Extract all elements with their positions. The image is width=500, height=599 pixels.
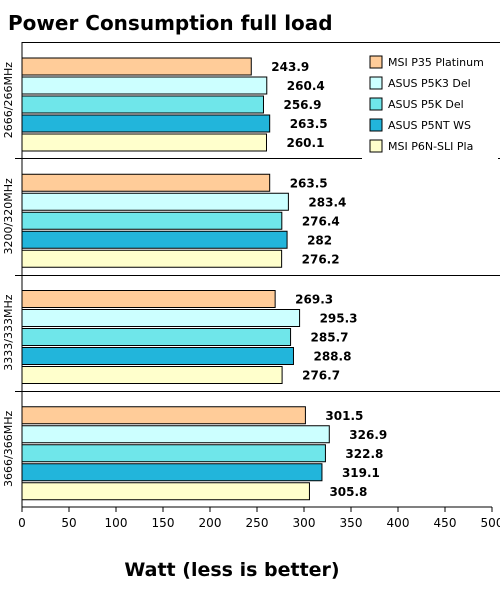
category-separators [15,42,500,392]
bar [21,95,264,114]
legend-swatch [369,55,383,69]
x-axis-label: Watt (less is better) [124,559,339,581]
bar [21,230,288,249]
x-tick-label: 50 [61,516,76,530]
legend-entry: ASUS P5K Del [388,98,464,111]
value-label: 322.8 [345,447,383,461]
legend-background [362,48,498,164]
legend-swatch [369,97,383,111]
legend-entry: MSI P35 Platinum [388,56,484,69]
bar [21,173,271,192]
category-labels-group: 2666/266MHz 3200/320MHz 3333/333MHz 3666/36… [2,62,15,487]
bar [21,463,323,482]
legend-entry: ASUS P5NT WS [388,119,471,132]
bar [21,249,283,268]
value-label: 256.9 [283,98,321,112]
x-tick-label: 400 [387,516,410,530]
value-label: 282 [307,233,332,247]
value-label: 269.3 [295,293,333,307]
category-label: 3333/333MHz [2,294,15,370]
legend-entry: MSI P6N-SLI Pla [388,140,473,153]
legend-entry: ASUS P5K3 Del [388,77,471,90]
bar [21,211,283,230]
x-tick-label: 500 [481,516,500,530]
bar [21,328,292,346]
legend-swatch [369,118,383,132]
value-labels-group: 243.9 260.4 256.9 263.5 260.1 263.5 283.4 276.4… [271,60,387,499]
bars-group [21,57,330,501]
value-label: 260.1 [286,136,324,150]
value-label: 283.4 [308,195,346,209]
category-label: 2666/266MHz [2,62,15,138]
x-tick-label: 300 [293,516,316,530]
value-label: 263.5 [290,176,328,190]
value-label: 305.8 [329,485,367,499]
bar [21,444,326,463]
bar [21,347,294,365]
x-tick-label: 450 [434,516,457,530]
x-tick-label: 100 [105,516,128,530]
legend-swatch [369,139,383,153]
bar [21,192,289,211]
value-label: 276.2 [302,252,340,266]
bar [21,309,301,327]
bar [21,366,283,384]
x-axis-ticks: 0 50 100 150 200 250 300 350 400 450 500 [18,507,500,530]
x-tick-label: 200 [199,516,222,530]
bar [21,406,306,425]
legend: MSI P35 Platinum ASUS P5K3 Del ASUS P5K De… [362,48,498,164]
value-label: 288.8 [313,350,351,364]
value-label: 319.1 [342,466,380,480]
value-label: 326.9 [349,428,387,442]
bar [21,114,271,133]
value-label: 260.4 [287,79,325,93]
value-label: 276.4 [302,214,340,228]
bar [21,482,310,501]
value-label: 285.7 [311,331,349,345]
value-label: 263.5 [290,117,328,131]
value-label: 243.9 [271,60,309,74]
category-label: 3666/366MHz [2,411,15,487]
legend-swatch [369,76,383,90]
value-label: 301.5 [325,409,363,423]
bar [21,133,267,152]
bar [21,57,252,76]
category-label: 3200/320MHz [2,178,15,254]
x-tick-label: 150 [152,516,175,530]
x-tick-label: 0 [18,516,26,530]
x-tick-label: 350 [340,516,363,530]
bar [21,76,268,95]
x-tick-label: 250 [246,516,269,530]
value-label: 295.3 [320,312,358,326]
bar [21,290,276,308]
bar [21,425,330,444]
value-label: 276.7 [302,369,340,383]
chart-title: Power Consumption full load [8,11,333,35]
